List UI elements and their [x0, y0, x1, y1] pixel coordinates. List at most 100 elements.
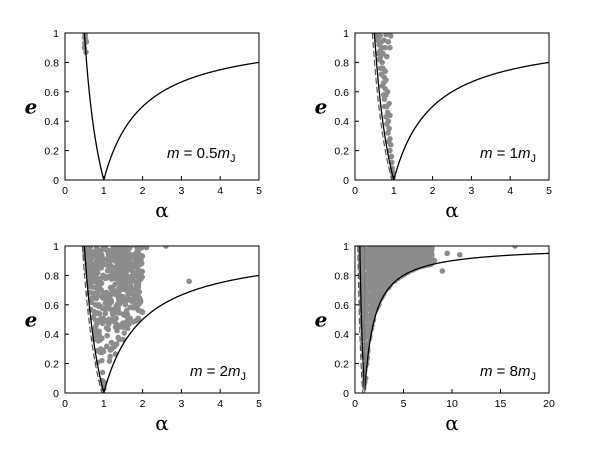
data-point [381, 103, 388, 110]
x-tick-label: 0 [62, 398, 68, 410]
data-point [381, 263, 387, 268]
data-point [131, 293, 138, 300]
data-point [99, 357, 105, 364]
data-point [110, 311, 116, 318]
data-point [387, 44, 393, 51]
y-tick-label: 0 [343, 175, 349, 187]
x-tick-label: 2 [140, 185, 146, 197]
data-point [383, 275, 389, 282]
data-point [87, 266, 94, 273]
data-point [423, 253, 429, 258]
data-point [118, 254, 125, 260]
data-point [431, 257, 438, 264]
data-point [378, 39, 385, 45]
data-point [365, 259, 371, 265]
data-point [366, 325, 372, 331]
data-point [91, 293, 97, 299]
data-point [388, 246, 393, 250]
data-point [370, 295, 376, 300]
data-point [370, 253, 376, 258]
plot-area [81, 246, 259, 393]
data-point [369, 283, 375, 288]
data-point [377, 33, 384, 39]
data-point [95, 319, 101, 326]
data-point [444, 250, 450, 257]
y-axis-label: e [25, 308, 38, 332]
data-point [100, 256, 106, 262]
axes-frame [354, 32, 550, 181]
data-point [120, 273, 127, 280]
x-tick-label: 4 [507, 185, 513, 197]
model-curve [359, 246, 549, 392]
data-point [375, 260, 381, 265]
y-tick-label: 0.4 [44, 116, 59, 128]
data-point [120, 324, 126, 331]
y-tick-label: 0.8 [44, 270, 59, 282]
data-point [108, 345, 115, 352]
data-point [135, 280, 142, 287]
data-point [102, 300, 109, 306]
data-point [366, 278, 371, 283]
x-tick-label: 1 [391, 185, 397, 197]
data-point [85, 250, 92, 257]
data-point [366, 268, 372, 273]
data-point [415, 255, 420, 260]
data-point [386, 266, 392, 271]
data-point [382, 255, 387, 261]
data-point [376, 56, 383, 63]
y-tick-label: 0.2 [334, 359, 349, 371]
x-axis-label: α [445, 411, 459, 435]
data-point [380, 50, 386, 57]
data-point [366, 253, 371, 259]
y-axis-label: e [25, 95, 38, 119]
data-point [512, 246, 518, 249]
data-point [115, 249, 122, 255]
data-point [92, 269, 99, 275]
data-point [108, 297, 115, 304]
data-point [369, 306, 375, 311]
data-point [397, 246, 402, 251]
data-point [108, 273, 114, 279]
data-point [367, 246, 372, 250]
data-point [98, 265, 105, 271]
data-point [404, 259, 409, 264]
data-point [112, 324, 119, 330]
data-point [114, 309, 121, 316]
data-point [359, 252, 365, 257]
data-point [101, 305, 108, 312]
data-point [92, 252, 98, 258]
data-point [106, 358, 113, 364]
data-point [94, 310, 100, 317]
data-point [413, 246, 419, 249]
mass-annotation: m = 8mJ [480, 363, 536, 383]
data-point [392, 246, 397, 250]
data-point [405, 253, 410, 258]
data-point [139, 309, 146, 315]
data-point [135, 316, 142, 323]
data-point [135, 307, 142, 314]
x-tick-label: 2 [430, 185, 436, 197]
data-point [163, 246, 169, 249]
x-axis-label: α [155, 411, 169, 435]
data-point [365, 342, 370, 347]
y-tick-label: 0 [343, 388, 349, 400]
model-curve [83, 246, 259, 393]
data-point [392, 271, 397, 276]
x-tick-label: 20 [543, 398, 555, 410]
data-point [107, 353, 113, 360]
data-point [419, 251, 424, 257]
x-tick-label: 0 [62, 185, 68, 197]
x-tick-label: 4 [217, 398, 223, 410]
data-point [387, 147, 393, 154]
y-tick-label: 1 [53, 241, 59, 253]
data-point [375, 50, 382, 57]
data-point [439, 268, 446, 274]
data-point [122, 281, 129, 288]
data-point [108, 285, 114, 291]
data-point [387, 255, 393, 260]
y-axis-label: e [315, 95, 328, 119]
data-point [368, 272, 373, 277]
data-point [363, 283, 368, 288]
data-point [420, 260, 425, 265]
data-point [105, 250, 112, 256]
